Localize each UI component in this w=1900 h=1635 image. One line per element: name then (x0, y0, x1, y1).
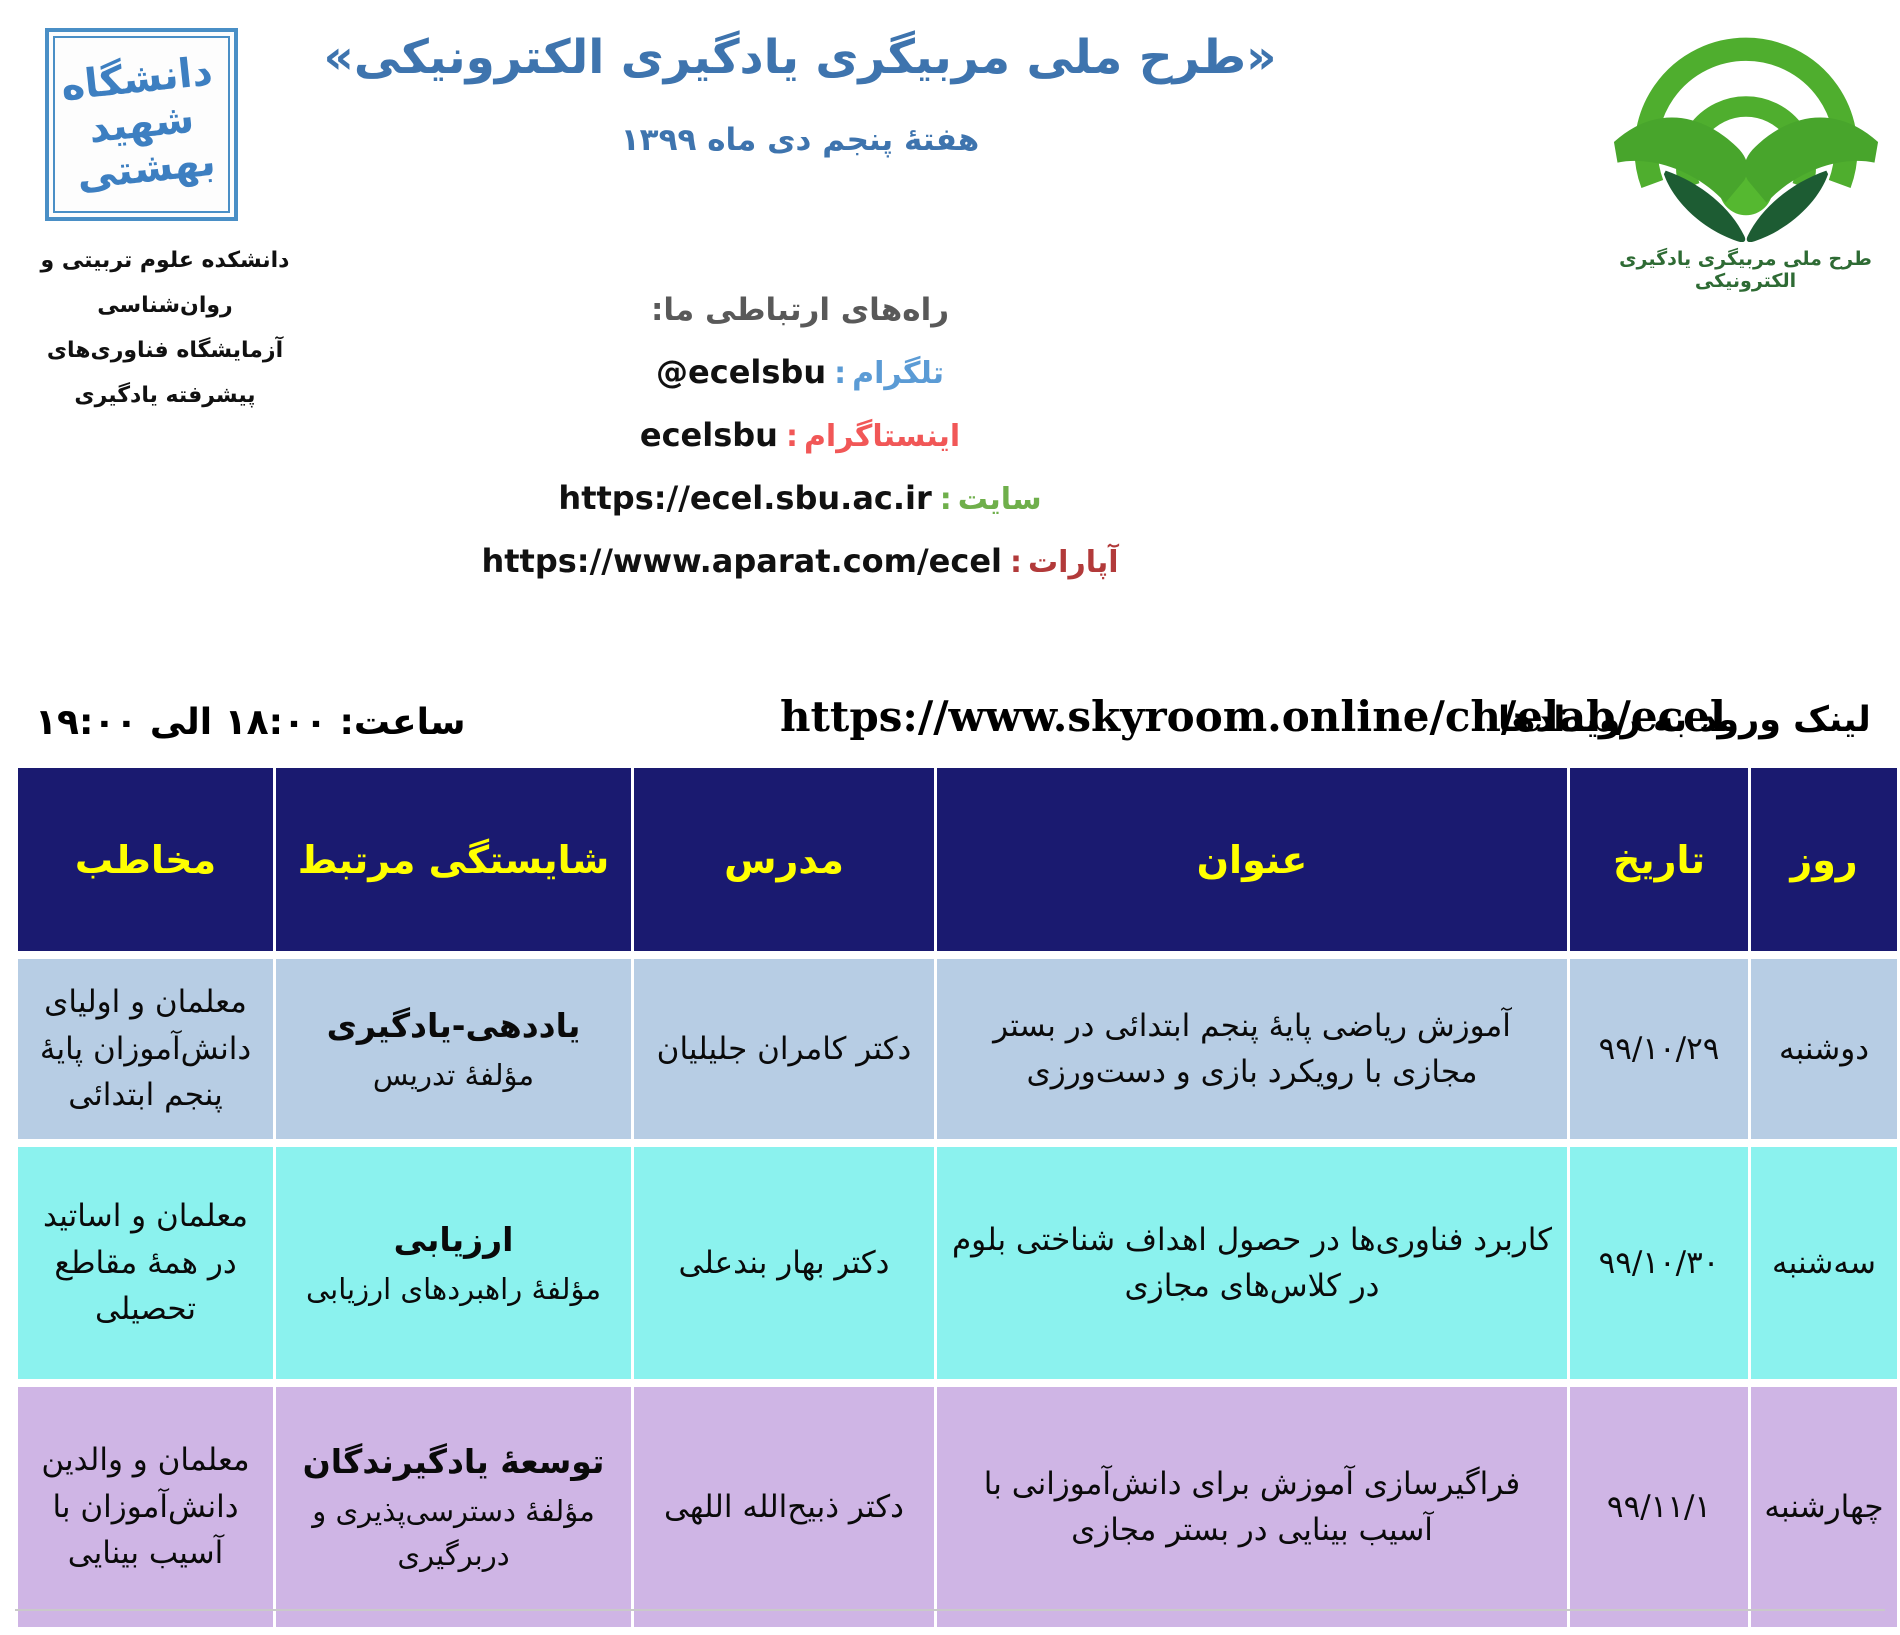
competency-component: مؤلفۀ دسترسی‌پذیری و دربرگیری (312, 1494, 595, 1572)
website-label: سایت (932, 482, 1042, 517)
session-time: ساعت: ۱۸:۰۰ الی ۱۹:۰۰ (35, 702, 466, 743)
competency-cell: توسعۀ یادگیرندگان مؤلفۀ دسترسی‌پذیری و د… (276, 1387, 631, 1627)
date-cell: ۹۹/۱۱/۱ (1570, 1387, 1748, 1627)
column-header-competency: شایستگی مرتبط (276, 768, 631, 951)
page-subtitle: هفتۀ پنجم دی ماه ۱۳۹۹ (620, 122, 980, 158)
events-link-label: لینک ورود به رویدادها (1498, 700, 1871, 740)
competency-component: مؤلفۀ راهبردهای ارزیابی (305, 1272, 602, 1306)
aparat-label: آپارات (1002, 545, 1119, 580)
schedule-row-wednesday: چهارشنبه ۹۹/۱۱/۱ فراگیرسازی آموزش برای د… (18, 1387, 1897, 1627)
column-header-instructor: مدرس (634, 768, 934, 951)
day-cell: سه‌شنبه (1751, 1147, 1897, 1379)
schedule-header-row: روز تاریخ عنوان مدرس شایستگی مرتبط مخاطب (18, 768, 1897, 951)
competency-title: توسعۀ یادگیرندگان (302, 1441, 605, 1481)
competency-title: یاددهی-یادگیری (326, 1005, 581, 1045)
sbu-university-logo: دانشگاه شهید بهشتی (45, 28, 238, 221)
sbu-logo-frame: دانشگاه شهید بهشتی (53, 36, 230, 213)
audience-cell: معلمان و اولیای دانش‌آموزان پایۀ پنجم اب… (18, 959, 273, 1139)
contact-block: راه‌های ارتباطی ما: تلگرام @ecelsbu اینس… (480, 292, 1120, 580)
events-link-url[interactable]: https://www.skyroom.online/ch/elab/ecel (780, 692, 1726, 741)
audience-cell: معلمان و اساتید در همۀ مقاطع تحصیلی (18, 1147, 273, 1379)
competency-cell: ارزیابی مؤلفۀ راهبردهای ارزیابی (276, 1147, 631, 1379)
ecel-logo-caption: طرح ملی مربیگری یادگیری الکترونیکی (1619, 248, 1872, 292)
column-header-day: روز (1751, 768, 1897, 951)
competency-component: مؤلفۀ تدریس (372, 1058, 535, 1092)
ecel-logo: طرح ملی مربیگری یادگیری الکترونیکی (1598, 10, 1893, 292)
website-url[interactable]: https://ecel.sbu.ac.ir (558, 479, 932, 517)
aparat-url[interactable]: https://www.aparat.com/ecel (481, 542, 1003, 580)
contact-item-instagram: اینستاگرام ecelsbu (640, 416, 960, 454)
sbu-logo-calligraphy: دانشگاه شهید بهشتی (58, 48, 218, 199)
telegram-handle[interactable]: @ecelsbu (656, 353, 827, 391)
schedule-table: روز تاریخ عنوان مدرس شایستگی مرتبط مخاطب… (15, 760, 1900, 1635)
competency-cell: یاددهی-یادگیری مؤلفۀ تدریس (276, 959, 631, 1139)
instructor-cell: دکتر ذبیح‌الله اللهی (634, 1387, 934, 1627)
column-header-date: تاریخ (1570, 768, 1748, 951)
contact-item-website: سایت https://ecel.sbu.ac.ir (558, 479, 1041, 517)
day-cell: چهارشنبه (1751, 1387, 1897, 1627)
table-bottom-rule (15, 1609, 1885, 1611)
instructor-cell: دکتر بهار بندعلی (634, 1147, 934, 1379)
column-header-audience: مخاطب (18, 768, 273, 951)
ecel-logo-icon (1613, 37, 1878, 243)
date-cell: ۹۹/۱۰/۲۹ (1570, 959, 1748, 1139)
telegram-label: تلگرام (826, 356, 944, 391)
lab-line: آزمایشگاه فناوری‌های پیشرفته یادگیری (46, 338, 284, 408)
column-header-title: عنوان (937, 768, 1567, 951)
page-title: «طرح ملی مربیگری یادگیری الکترونیکی» (323, 30, 1277, 85)
audience-cell: معلمان و والدین دانش‌آموزان با آسیب بینا… (18, 1387, 273, 1627)
contact-item-aparat: آپارات https://www.aparat.com/ecel (481, 542, 1118, 580)
title-cell: فراگیرسازی آموزش برای دانش‌آموزانی با آس… (937, 1387, 1567, 1627)
title-cell: کاربرد فناوری‌ها در حصول اهداف شناختی بل… (937, 1147, 1567, 1379)
faculty-line: دانشکده علوم تربیتی و روان‌شناسی (40, 248, 290, 318)
title-cell: آموزش ریاضی پایۀ پنجم ابتدائی در بستر مج… (937, 959, 1567, 1139)
contact-heading: راه‌های ارتباطی ما: (650, 292, 950, 328)
schedule-row-monday: دوشنبه ۹۹/۱۰/۲۹ آموزش ریاضی پایۀ پنجم اب… (18, 959, 1897, 1139)
instagram-label: اینستاگرام (778, 419, 960, 454)
competency-title: ارزیابی (393, 1219, 514, 1259)
date-cell: ۹۹/۱۰/۳۰ (1570, 1147, 1748, 1379)
contact-item-telegram: تلگرام @ecelsbu (656, 353, 944, 391)
instructor-cell: دکتر کامران جلیلیان (634, 959, 934, 1139)
instagram-handle[interactable]: ecelsbu (639, 416, 778, 454)
university-text-block: دانشکده علوم تربیتی و روان‌شناسی آزمایشگ… (0, 238, 330, 418)
day-cell: دوشنبه (1751, 959, 1897, 1139)
schedule-row-tuesday: سه‌شنبه ۹۹/۱۰/۳۰ کاربرد فناوری‌ها در حصو… (18, 1147, 1897, 1379)
